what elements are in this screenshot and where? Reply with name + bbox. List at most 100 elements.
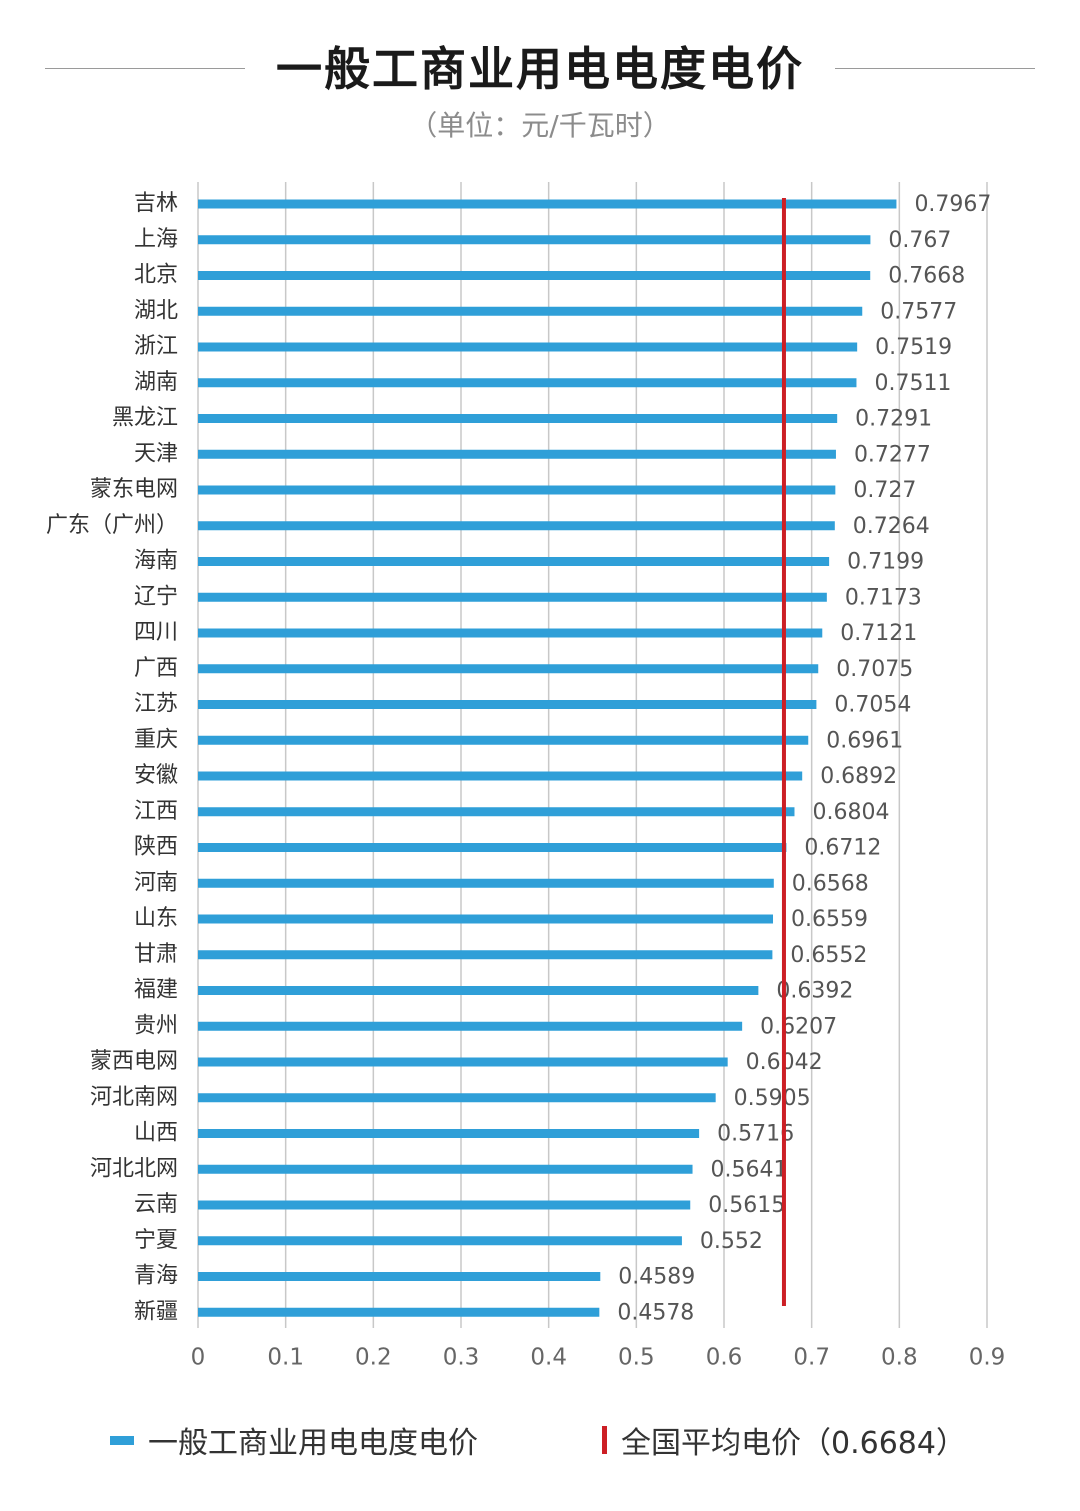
- bar-21: [198, 950, 773, 960]
- value-label-27: 0.5641: [711, 1157, 788, 1182]
- value-label-2: 0.7668: [888, 264, 965, 289]
- bar-4: [198, 342, 858, 352]
- bar-11: [198, 592, 827, 602]
- bar-23: [198, 1021, 743, 1031]
- category-label-30: 青海: [134, 1264, 178, 1289]
- value-label-7: 0.7277: [854, 442, 931, 467]
- x-tick-label-0: 0: [191, 1345, 206, 1371]
- value-label-10: 0.7199: [847, 550, 924, 575]
- bar-24: [198, 1057, 728, 1067]
- value-label-16: 0.6892: [820, 764, 897, 789]
- category-label-16: 安徽: [134, 763, 178, 788]
- bar-5: [198, 378, 857, 388]
- category-label-25: 河北南网: [90, 1085, 178, 1110]
- bar-19: [198, 878, 774, 888]
- legend-line-label: 全国平均电价（0.6684）: [621, 1426, 966, 1461]
- value-label-18: 0.6712: [804, 836, 881, 861]
- value-label-21: 0.6552: [790, 943, 867, 968]
- bar-30: [198, 1272, 601, 1281]
- category-label-23: 贵州: [134, 1013, 178, 1038]
- category-label-20: 山东: [134, 906, 178, 931]
- category-label-5: 湖南: [134, 370, 178, 395]
- value-label-12: 0.7121: [840, 621, 917, 646]
- category-label-29: 宁夏: [134, 1228, 178, 1253]
- category-label-18: 陕西: [134, 835, 178, 860]
- x-tick-label-8: 0.8: [881, 1345, 918, 1371]
- value-label-20: 0.6559: [791, 907, 868, 932]
- value-label-5: 0.7511: [874, 371, 951, 396]
- chart-subtitle: （单位：元/千瓦时）: [409, 109, 671, 142]
- bar-18: [198, 843, 787, 852]
- category-label-28: 云南: [134, 1192, 178, 1217]
- category-label-6: 黑龙江: [112, 406, 178, 431]
- category-label-10: 海南: [134, 549, 178, 574]
- category-label-13: 广西: [134, 656, 178, 681]
- bar-31: [198, 1307, 600, 1317]
- bar-28: [198, 1200, 691, 1210]
- value-label-3: 0.7577: [880, 299, 957, 324]
- value-label-4: 0.7519: [875, 335, 952, 360]
- category-label-1: 上海: [134, 227, 178, 252]
- legend-item-bars: 一般工商业用电电度电价: [110, 1412, 478, 1468]
- value-label-26: 0.5716: [717, 1122, 794, 1147]
- category-label-22: 福建: [134, 978, 178, 1003]
- x-tick-label-3: 0.3: [443, 1345, 480, 1371]
- category-label-7: 天津: [134, 441, 178, 466]
- bar-16: [198, 771, 803, 781]
- bar-0: [198, 199, 897, 209]
- bar-15: [198, 735, 809, 745]
- value-label-25: 0.5905: [734, 1086, 811, 1111]
- value-label-9: 0.7264: [853, 514, 930, 539]
- category-label-27: 河北北网: [90, 1156, 178, 1181]
- value-label-22: 0.6392: [776, 979, 853, 1004]
- category-label-3: 湖北: [134, 298, 178, 323]
- value-label-11: 0.7173: [845, 585, 922, 610]
- bar-13: [198, 664, 819, 674]
- value-label-0: 0.7967: [914, 192, 991, 217]
- category-label-8: 蒙东电网: [90, 477, 178, 502]
- x-tick-label-6: 0.6: [706, 1345, 743, 1371]
- value-label-19: 0.6568: [792, 871, 869, 896]
- bar-10: [198, 557, 830, 566]
- category-label-9: 广东（广州）: [46, 513, 178, 538]
- value-label-17: 0.6804: [812, 800, 889, 825]
- bar-2: [198, 271, 871, 280]
- bar-7: [198, 449, 836, 459]
- bar-8: [198, 485, 836, 495]
- bar-1: [198, 235, 871, 245]
- category-label-21: 甘肃: [134, 942, 178, 967]
- category-label-15: 重庆: [134, 727, 178, 752]
- bar-25: [198, 1093, 716, 1103]
- category-label-12: 四川: [134, 620, 178, 645]
- bar-17: [198, 807, 795, 817]
- bar-3: [198, 306, 863, 316]
- value-label-23: 0.6207: [760, 1014, 837, 1039]
- category-label-11: 辽宁: [134, 584, 178, 609]
- category-label-14: 江苏: [134, 692, 178, 717]
- value-label-1: 0.767: [888, 228, 951, 253]
- bar-14: [198, 700, 817, 709]
- category-label-19: 河南: [134, 870, 178, 895]
- legend-item-average: 全国平均电价（0.6684）: [602, 1412, 966, 1468]
- category-label-24: 蒙西电网: [90, 1049, 178, 1074]
- bar-9: [198, 521, 835, 531]
- legend-bar-swatch: [110, 1435, 134, 1445]
- value-label-31: 0.4578: [617, 1300, 694, 1325]
- value-label-15: 0.6961: [826, 728, 903, 753]
- bar-27: [198, 1164, 693, 1174]
- value-label-14: 0.7054: [834, 693, 911, 718]
- value-label-28: 0.5615: [708, 1193, 785, 1218]
- title-rule-left: [45, 68, 245, 69]
- value-label-8: 0.727: [853, 478, 916, 503]
- title-row: 一般工商业用电电度电价: [0, 30, 1080, 110]
- bar-22: [198, 986, 759, 995]
- category-label-4: 浙江: [134, 334, 178, 359]
- x-tick-label-4: 0.4: [530, 1345, 567, 1371]
- x-tick-label-1: 0.1: [267, 1345, 304, 1371]
- category-label-31: 新疆: [134, 1299, 178, 1324]
- value-label-29: 0.552: [700, 1229, 763, 1254]
- bar-12: [198, 628, 823, 638]
- legend-bar-label: 一般工商业用电电度电价: [148, 1426, 478, 1461]
- x-tick-label-7: 0.7: [793, 1345, 830, 1371]
- value-label-6: 0.7291: [855, 407, 932, 432]
